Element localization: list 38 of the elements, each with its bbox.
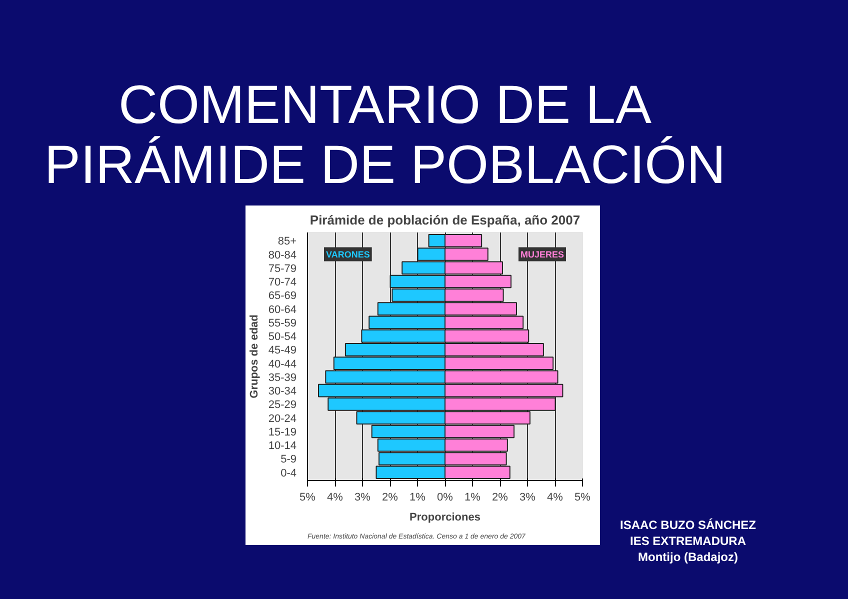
- chart-title: COMENTARIO DE LA PIRÁMIDE DE POBLACIÓN: [43, 75, 727, 195]
- text: MUJERES: [520, 249, 564, 260]
- y-tick-label: 45-49: [268, 344, 297, 357]
- x-tick-label: 5%: [574, 492, 591, 504]
- y-tick-label: 85+: [278, 236, 297, 248]
- text: IES EXTREMADURA: [630, 534, 746, 548]
- y-tick-label: 25-29: [268, 399, 297, 412]
- y-tick-label: 5-9: [280, 454, 297, 466]
- x-tick-label: 3%: [520, 492, 536, 504]
- x-tick-label: 0%: [437, 492, 454, 504]
- x-axis-title: Proporciones: [410, 512, 480, 524]
- y-tick-label: 75-79: [268, 262, 297, 275]
- y-tick-label: 15-19: [268, 426, 297, 438]
- x-tick-label: 2%: [492, 492, 508, 504]
- y-tick-label: 35-39: [268, 372, 297, 384]
- x-tick-label: 2%: [382, 492, 398, 504]
- y-tick-label: 70-74: [268, 276, 297, 289]
- y-tick-label: 30-34: [268, 386, 297, 398]
- y-tick-label: 10-14: [268, 440, 297, 452]
- y-tick-label: 65-69: [268, 290, 297, 302]
- x-tick-label: 4%: [327, 492, 344, 504]
- text: Montijo (Badajoz): [638, 550, 738, 564]
- y-tick-label: 0-4: [280, 467, 297, 480]
- y-tick-label: 80-84: [268, 249, 297, 262]
- x-tick-label: 1%: [410, 492, 426, 504]
- y-tick-label: 20-24: [268, 412, 297, 425]
- text: ISAAC BUZO SÁNCHEZ: [620, 518, 756, 532]
- x-tick-label: 1%: [464, 492, 481, 504]
- y-tick-label: 60-64: [268, 304, 297, 316]
- y-tick-label: 50-54: [268, 331, 297, 344]
- x-tick-label: 4%: [547, 492, 564, 504]
- y-axis-title: Grupos de edad: [248, 314, 260, 398]
- x-tick-label: 3%: [354, 492, 371, 504]
- y-tick-label: 55-59: [268, 317, 297, 330]
- y-tick-label: 40-44: [268, 358, 297, 370]
- x-tick-label: 5%: [300, 492, 316, 504]
- text: VARONES: [326, 249, 370, 260]
- chart-subtitle: Pirámide de población de España, año 2007: [310, 212, 580, 228]
